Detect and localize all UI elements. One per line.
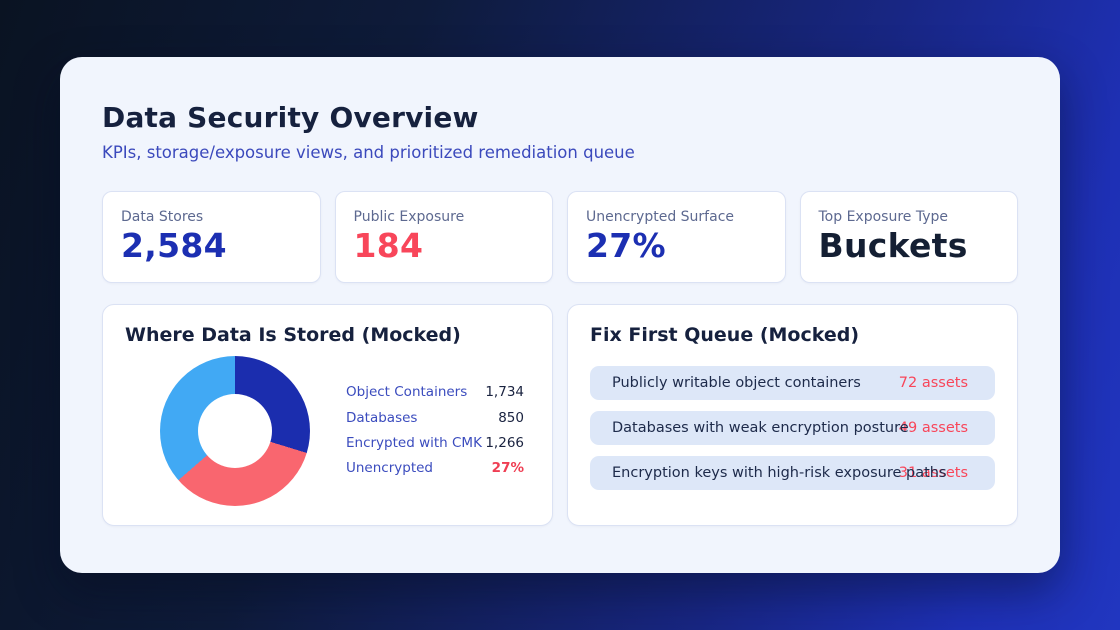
queue-panel-title: Fix First Queue (Mocked) — [590, 324, 860, 346]
legend-label: Unencrypted — [346, 460, 433, 477]
legend-value: 850 — [498, 409, 524, 426]
legend-value: 1,734 — [485, 384, 524, 401]
queue-item-count: 72 assets — [898, 375, 968, 391]
storage-panel-body: Object Containers 1,734 Databases 850 En… — [125, 356, 530, 506]
kpi-card-unencrypted-surface: Unencrypted Surface 27% — [567, 191, 786, 283]
legend-value: 1,266 — [485, 435, 524, 451]
kpi-label: Unencrypted Surface — [586, 209, 735, 225]
queue-item-count: 31 assets — [898, 465, 968, 481]
kpi-card-public-exposure: Public Exposure 184 — [334, 191, 553, 283]
queue-item-count: 49 assets — [898, 420, 968, 436]
kpi-value: 2,584 — [121, 226, 227, 265]
queue-item-label: Publicly writable object containers — [612, 375, 861, 391]
legend-label: Databases — [346, 409, 418, 426]
overview-card: Data Security Overview KPIs, storage/exp… — [60, 57, 1060, 573]
kpi-label: Data Stores — [121, 209, 204, 225]
queue-item-weak-encryption[interactable]: Databases with weak encryption posture 4… — [590, 411, 995, 445]
storage-panel: Where Data Is Stored (Mocked) Object Con… — [102, 304, 553, 526]
legend-row: Unencrypted 27% — [346, 456, 524, 481]
donut-legend: Object Containers 1,734 Databases 850 En… — [346, 380, 524, 481]
kpi-row: Data Stores 2,584 Public Exposure 184 Un… — [102, 191, 1018, 283]
storage-panel-title: Where Data Is Stored (Mocked) — [125, 324, 461, 346]
kpi-value: 184 — [353, 226, 424, 265]
queue-item-publicly-writable[interactable]: Publicly writable object containers 72 a… — [590, 366, 995, 400]
legend-row: Object Containers 1,734 — [346, 380, 524, 405]
queue-item-label: Encryption keys with high-risk exposure … — [612, 465, 947, 481]
page-title: Data Security Overview — [102, 101, 479, 134]
queue-item-label: Databases with weak encryption posture — [612, 420, 909, 436]
kpi-card-data-stores: Data Stores 2,584 — [102, 191, 321, 283]
page-subtitle: KPIs, storage/exposure views, and priori… — [102, 143, 635, 162]
queue-panel: Fix First Queue (Mocked) Publicly writab… — [567, 304, 1018, 526]
panels-row: Where Data Is Stored (Mocked) Object Con… — [102, 304, 1018, 526]
kpi-value: 27% — [586, 226, 666, 265]
legend-row: Encrypted with CMK 1,266 — [346, 431, 524, 456]
donut-chart — [160, 356, 310, 506]
queue-item-high-risk-keys[interactable]: Encryption keys with high-risk exposure … — [590, 456, 995, 490]
legend-label: Object Containers — [346, 384, 468, 401]
kpi-card-top-exposure-type: Top Exposure Type Buckets — [799, 191, 1018, 283]
queue-list: Publicly writable object containers 72 a… — [590, 366, 995, 490]
legend-label: Encrypted with CMK — [346, 435, 482, 451]
legend-value-alert: 27% — [491, 460, 524, 477]
kpi-label: Public Exposure — [353, 209, 465, 225]
legend-row: Databases 850 — [346, 406, 524, 431]
kpi-value: Buckets — [818, 226, 968, 265]
kpi-label: Top Exposure Type — [818, 209, 949, 225]
donut-chart-hole — [198, 394, 272, 468]
